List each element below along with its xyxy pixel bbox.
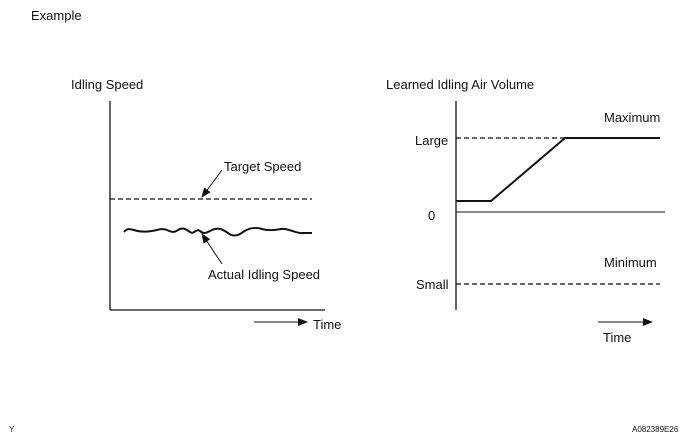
example-label: Example <box>31 8 82 23</box>
actual-speed-pointer <box>201 233 223 265</box>
target-speed-pointer <box>201 169 223 198</box>
small-label: Small <box>416 277 449 292</box>
learned-air-volume-title: Learned Idling Air Volume <box>386 77 535 92</box>
learned-air-volume-chart <box>455 101 665 326</box>
right-time-label: Time <box>603 330 632 345</box>
figure-id: A082389E26 <box>632 425 679 434</box>
zero-label: 0 <box>428 208 436 223</box>
maximum-label: Maximum <box>604 110 661 125</box>
left-time-label: Time <box>313 317 342 332</box>
actual-idling-speed-label: Actual Idling Speed <box>208 267 321 282</box>
large-label: Large <box>415 133 449 148</box>
footer-left-code: Y <box>9 425 15 434</box>
actual-idling-speed-line <box>123 227 312 237</box>
target-speed-label: Target Speed <box>224 159 302 174</box>
idling-speed-chart <box>109 101 325 326</box>
idling-speed-title: Idling Speed <box>71 77 144 92</box>
minimum-label: Minimum <box>604 255 657 270</box>
learned-air-volume-line <box>456 137 660 202</box>
